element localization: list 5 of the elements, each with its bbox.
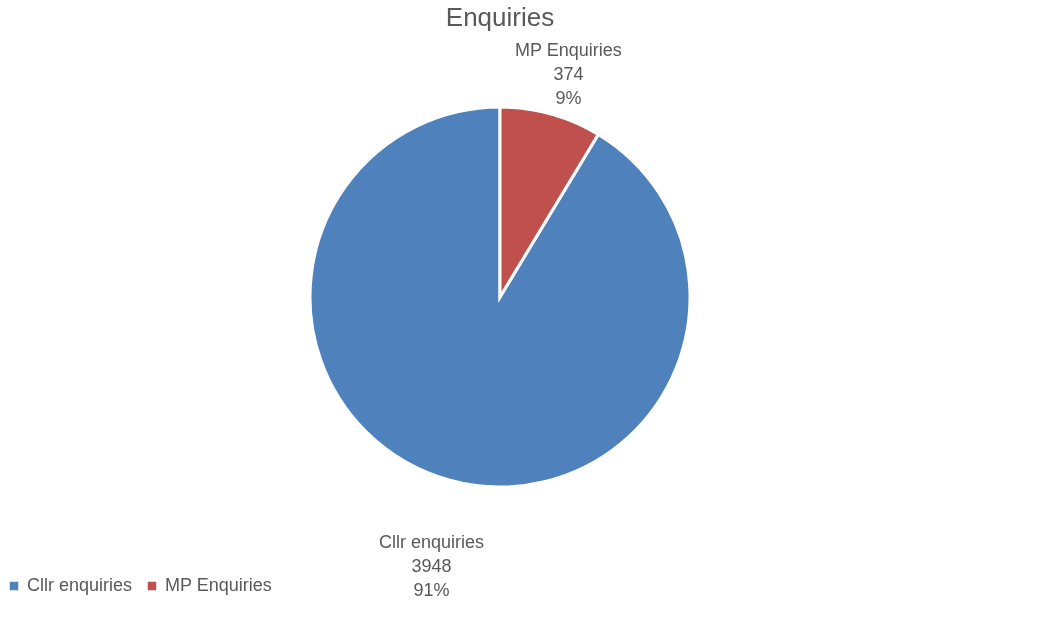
legend-label: Cllr enquiries: [27, 575, 133, 595]
data-label: MP Enquiries 374 9%: [515, 40, 622, 109]
legend-label: MP Enquiries: [165, 575, 272, 595]
chart-title: Enquiries: [445, 2, 555, 32]
data-label: Cllr enquiries 3948 91%: [379, 531, 485, 600]
